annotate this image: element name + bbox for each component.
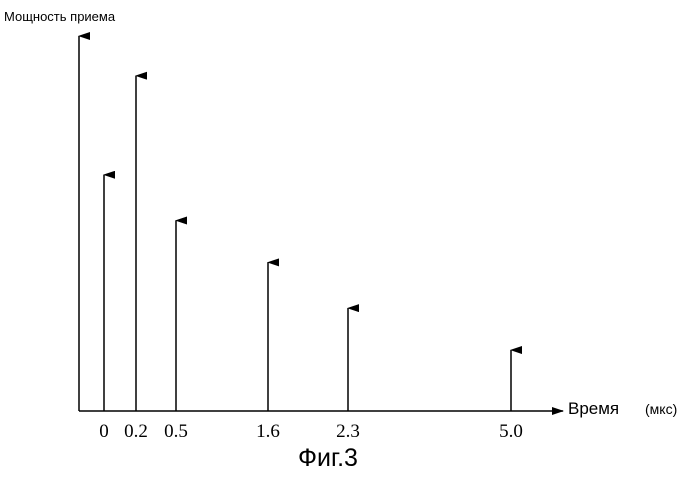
x-tick-label: 0.5 [164, 421, 188, 442]
x-tick-label: 0.2 [124, 421, 148, 442]
y-axis-label: Мощность приема [4, 9, 116, 24]
impulse-series [104, 76, 511, 411]
x-axis-label: Время [568, 399, 619, 418]
x-tick-label: 0 [99, 421, 109, 442]
figure-caption: Фиг.3 [298, 444, 358, 472]
x-tick-label: 2.3 [336, 421, 360, 442]
x-tick-labels: 0 0.2 0.5 1.6 2.3 5.0 [99, 421, 523, 442]
x-tick-label: 1.6 [256, 421, 280, 442]
x-axis-unit: (мкс) [645, 401, 677, 417]
x-tick-label: 5.0 [499, 421, 523, 442]
